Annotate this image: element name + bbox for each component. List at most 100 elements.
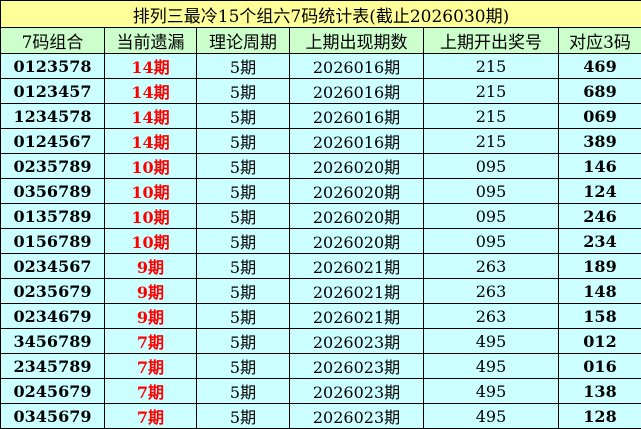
last-draw-cell: 495	[424, 354, 559, 379]
last-issue-cell: 2026021期	[290, 279, 424, 304]
header-cell: 上期开出奖号	[424, 28, 559, 54]
last-issue-cell: 2026016期	[290, 104, 424, 129]
last-draw-cell: 095	[424, 204, 559, 229]
theory-cycle-cell: 5期	[197, 129, 290, 154]
last-draw-cell: 095	[424, 179, 559, 204]
combo-cell: 0124567	[1, 129, 105, 154]
match-3-cell: 124	[559, 179, 641, 204]
theory-cycle-cell: 5期	[197, 229, 290, 254]
combo-cell: 0235789	[1, 154, 105, 179]
match-3-cell: 234	[559, 229, 641, 254]
current-miss-cell: 10期	[105, 179, 197, 204]
last-draw-cell: 095	[424, 154, 559, 179]
match-3-cell: 689	[559, 79, 641, 104]
last-issue-cell: 2026021期	[290, 304, 424, 329]
combo-cell: 2345789	[1, 354, 105, 379]
combo-cell: 0123578	[1, 54, 105, 79]
current-miss-cell: 9期	[105, 254, 197, 279]
theory-cycle-cell: 5期	[197, 54, 290, 79]
theory-cycle-cell: 5期	[197, 379, 290, 404]
last-issue-cell: 2026023期	[290, 379, 424, 404]
last-issue-cell: 2026020期	[290, 204, 424, 229]
combo-cell: 1234578	[1, 104, 105, 129]
last-draw-cell: 495	[424, 379, 559, 404]
current-miss-cell: 10期	[105, 229, 197, 254]
last-draw-cell: 095	[424, 229, 559, 254]
combo-cell: 0245679	[1, 379, 105, 404]
last-issue-cell: 2026020期	[290, 154, 424, 179]
theory-cycle-cell: 5期	[197, 104, 290, 129]
current-miss-cell: 9期	[105, 279, 197, 304]
last-issue-cell: 2026021期	[290, 254, 424, 279]
combo-cell: 0123457	[1, 79, 105, 104]
match-3-cell: 128	[559, 404, 641, 429]
theory-cycle-cell: 5期	[197, 304, 290, 329]
last-issue-cell: 2026023期	[290, 404, 424, 429]
current-miss-cell: 14期	[105, 129, 197, 154]
theory-cycle-cell: 5期	[197, 79, 290, 104]
header-cell: 理论周期	[197, 28, 290, 54]
match-3-cell: 012	[559, 329, 641, 354]
theory-cycle-cell: 5期	[197, 354, 290, 379]
last-draw-cell: 215	[424, 129, 559, 154]
combo-cell: 0156789	[1, 229, 105, 254]
theory-cycle-cell: 5期	[197, 179, 290, 204]
last-issue-cell: 2026020期	[290, 179, 424, 204]
header-cell: 7码组合	[1, 28, 105, 54]
last-draw-cell: 263	[424, 254, 559, 279]
theory-cycle-cell: 5期	[197, 204, 290, 229]
current-miss-cell: 7期	[105, 404, 197, 429]
last-draw-cell: 263	[424, 304, 559, 329]
last-issue-cell: 2026016期	[290, 79, 424, 104]
theory-cycle-cell: 5期	[197, 279, 290, 304]
combo-cell: 0234567	[1, 254, 105, 279]
last-issue-cell: 2026023期	[290, 354, 424, 379]
match-3-cell: 158	[559, 304, 641, 329]
last-issue-cell: 2026020期	[290, 229, 424, 254]
current-miss-cell: 9期	[105, 304, 197, 329]
match-3-cell: 146	[559, 154, 641, 179]
last-draw-cell: 215	[424, 79, 559, 104]
header-cell: 对应3码	[559, 28, 641, 54]
last-draw-cell: 495	[424, 404, 559, 429]
theory-cycle-cell: 5期	[197, 329, 290, 354]
current-miss-cell: 14期	[105, 54, 197, 79]
last-issue-cell: 2026023期	[290, 329, 424, 354]
current-miss-cell: 10期	[105, 204, 197, 229]
header-cell: 上期出现期数	[290, 28, 424, 54]
theory-cycle-cell: 5期	[197, 404, 290, 429]
match-3-cell: 069	[559, 104, 641, 129]
current-miss-cell: 14期	[105, 79, 197, 104]
theory-cycle-cell: 5期	[197, 154, 290, 179]
match-3-cell: 016	[559, 354, 641, 379]
last-draw-cell: 263	[424, 279, 559, 304]
last-draw-cell: 215	[424, 104, 559, 129]
combo-cell: 0234679	[1, 304, 105, 329]
current-miss-cell: 14期	[105, 104, 197, 129]
table-title: 排列三最冷15个组六7码统计表(截止2026030期)	[1, 1, 641, 28]
match-3-cell: 189	[559, 254, 641, 279]
combo-cell: 0135789	[1, 204, 105, 229]
last-draw-cell: 495	[424, 329, 559, 354]
match-3-cell: 246	[559, 204, 641, 229]
match-3-cell: 389	[559, 129, 641, 154]
combo-cell: 3456789	[1, 329, 105, 354]
match-3-cell: 148	[559, 279, 641, 304]
header-row: 7码组合 当前遗漏 理论周期 上期出现期数 上期开出奖号 对应3码	[1, 28, 641, 54]
last-issue-cell: 2026016期	[290, 129, 424, 154]
